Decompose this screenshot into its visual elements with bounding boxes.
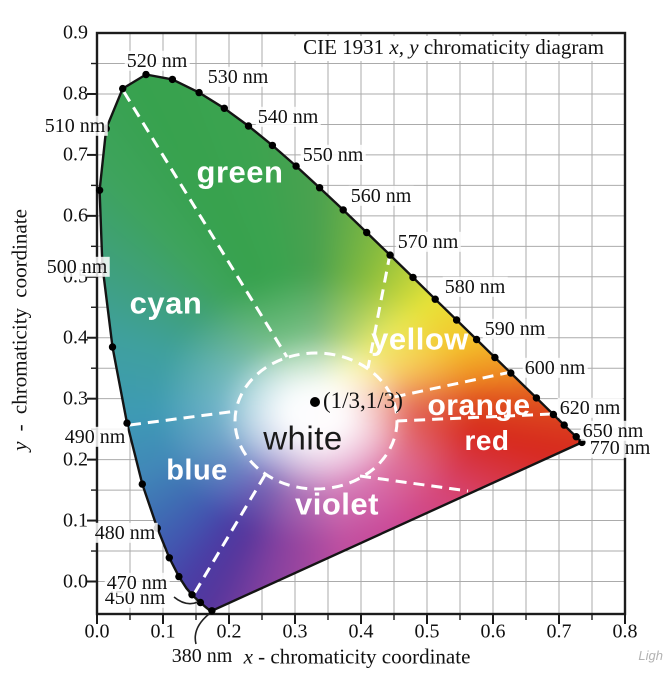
cie-chromaticity-diagram: CIE 1931 x, y chromaticity diagram x - c… bbox=[0, 0, 664, 684]
plot-overlay bbox=[87, 31, 627, 645]
